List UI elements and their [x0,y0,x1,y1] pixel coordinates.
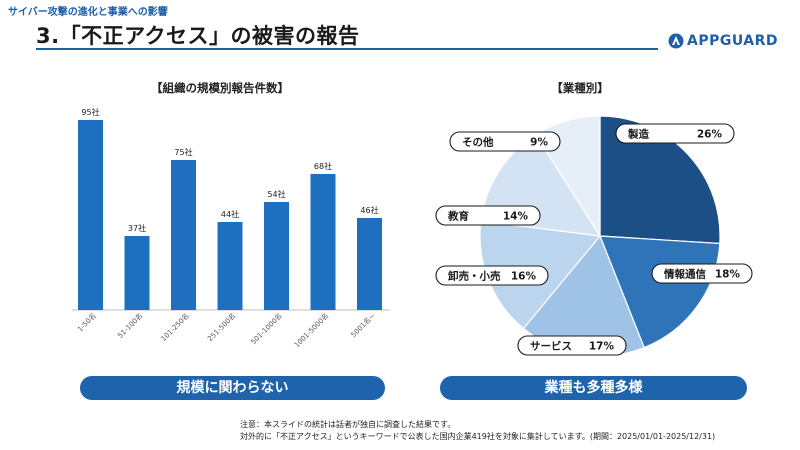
x-tick-label: 1001-5000名 [292,311,330,349]
bar-value-label: 54社 [267,189,285,199]
pie-slice-label: 卸売・小売 [448,270,501,283]
pie-slice-value: 9% [530,137,548,149]
pie-slice-value: 18% [715,269,741,281]
bar [171,160,196,310]
pie-label-box [517,335,627,356]
pie-chart-title: 【業種別】 [551,81,609,95]
pie-label-box [449,131,561,152]
bar-chart-title: 【組織の規模別報告件数】 [151,81,289,95]
pie-label-box [435,205,541,226]
bar [217,222,243,310]
bar-value-label: 95社 [81,107,99,117]
note-line-2: 対外的に「不正アクセス」というキーワードで公表した国内企業419社を対象に集計し… [240,432,716,441]
bar [124,236,150,310]
pie-slice-label: 情報通信 [664,268,706,281]
note-line-1: 注意：本スライドの統計は話者が独自に調査した結果です。 [240,420,456,429]
x-tick-label: 251-500名 [205,311,237,343]
pie-slice-label: サービス [530,340,572,353]
pie-label-box [615,123,735,144]
pie-slice-value: 14% [503,211,529,223]
bar [310,174,336,310]
pie-slice-label: 製造 [627,128,649,141]
pie-label-box [651,263,753,284]
bar-value-label: 68社 [314,161,332,171]
bar-value-label: 44社 [221,209,239,219]
x-tick-label: 51-100名 [116,311,145,340]
x-tick-label: 5001名~ [349,311,377,339]
pie-slice-value: 16% [511,271,537,283]
x-tick-label: 501-1000名 [249,311,284,346]
pie-chart: 製造 26% 情報通信 18% サービス 17% 卸売・小売 16% 教育 14% その他 9% [435,115,753,357]
pie-slice-label: 教育 [447,210,469,223]
pie-slice-label: その他 [462,136,494,149]
pie-slice [599,115,721,245]
pie-slice-value: 17% [589,341,615,353]
pie-label-box [435,265,549,286]
title-rule [36,48,658,50]
bar-value-label: 46社 [360,205,378,215]
bar [264,202,289,310]
appguard-logo-icon [668,33,684,49]
x-tick-label: 1-50名 [75,311,98,334]
bar-chart: 95社 1-50名 37社 51-100名 75社 101-250名 44社 251-500名… [72,107,390,349]
x-tick-label: 101-250名 [159,311,191,343]
slide-title: 3.「不正アクセス」の被害の報告 [36,24,360,48]
pill-size-message: 規模に関わらない [80,376,385,400]
bar-value-label: 37社 [128,223,146,233]
bar [357,218,382,310]
bar-value-label: 75社 [174,147,192,157]
pie-slice-value: 26% [697,129,723,141]
bar [78,120,103,310]
pill-industry-message: 業種も多種多様 [440,376,747,400]
logo-text: APPGUARD [687,33,779,49]
top-caption: サイバー攻撃の進化と事業への影響 [8,7,168,18]
logo: APPGUARD [668,33,778,49]
